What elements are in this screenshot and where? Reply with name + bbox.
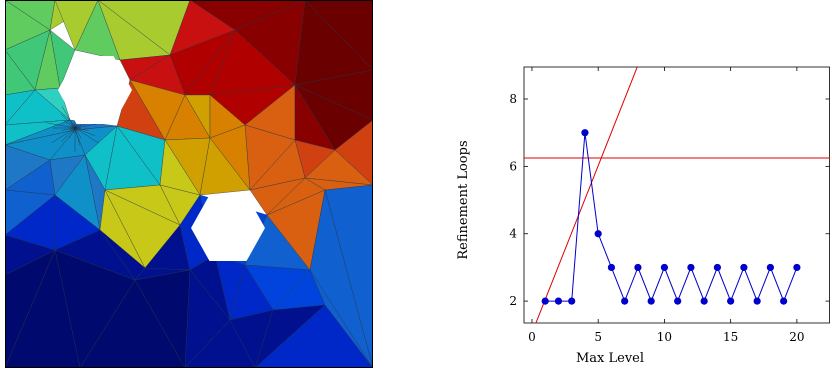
data-point [621, 297, 629, 305]
mesh-refinement-edge [74, 127, 81, 146]
data-point [740, 263, 748, 272]
data-point [700, 297, 708, 305]
chart-canvas: 0 5 10 15 20 2 4 6 8 Max Level Refinement Loops [456, 66, 830, 366]
data-point [766, 263, 774, 272]
x-tick-label: 0 [528, 330, 536, 344]
data-point [713, 263, 722, 272]
mesh-canvas [4, 0, 374, 369]
mesh-refinement-edge [68, 127, 76, 139]
mesh-refinement-edge [61, 114, 76, 129]
plot-series-group [524, 67, 830, 323]
data-point [753, 297, 761, 305]
y-tick-label: 4 [509, 227, 517, 241]
data-point [660, 263, 669, 272]
mesh-plot [4, 0, 374, 369]
mesh-refinement-edge [51, 127, 76, 144]
mesh-border [5, 0, 373, 368]
x-tick-label: 15 [723, 330, 738, 344]
data-point [554, 297, 563, 305]
y-axis-label: Refinement Loops [456, 140, 471, 259]
y-tick-label: 8 [509, 92, 517, 106]
mesh-refinement-edge [61, 106, 76, 129]
plot-frame [523, 66, 830, 324]
data-point [647, 297, 655, 305]
data-point [687, 263, 695, 272]
mesh-refinement-edge [74, 127, 89, 131]
data-point [780, 297, 788, 305]
data-point [634, 263, 642, 272]
x-tick-label: 10 [657, 330, 672, 344]
x-tick-label: 20 [789, 330, 804, 344]
data-point [581, 129, 589, 137]
mesh-refinement-edge [61, 127, 76, 131]
plot-area: 0 5 10 15 20 2 4 6 8 [509, 66, 830, 344]
series-line [545, 132, 798, 303]
mesh-hole-right [191, 195, 265, 261]
mesh-refinement-edge [74, 127, 99, 144]
mesh-refinement-cluster [45, 106, 105, 152]
mesh-refinement-edge [45, 122, 76, 129]
mesh-refinement-edge [61, 127, 76, 142]
mesh-triangle [199, 137, 251, 196]
data-point [568, 297, 576, 305]
mesh-hole-left [58, 56, 132, 124]
mesh-triangles [4, 0, 374, 369]
x-axis-label: Max Level [576, 351, 644, 366]
x-tick-label: 5 [594, 330, 602, 344]
mesh-refinement-edge [63, 120, 76, 129]
reference-sloped-line [535, 67, 638, 323]
refinement-chart: 0 5 10 15 20 2 4 6 8 Max Level Refinement Loops [452, 40, 830, 370]
data-point [793, 263, 801, 272]
data-point [607, 263, 616, 272]
data-point [594, 230, 602, 238]
mesh-refinement-edge [74, 127, 82, 139]
y-tick-label: 6 [509, 159, 517, 173]
data-point [727, 297, 735, 305]
mesh-refinement-edge [74, 127, 95, 136]
y-tick-label: 2 [509, 294, 517, 308]
data-point [541, 297, 549, 305]
data-point [674, 297, 682, 305]
